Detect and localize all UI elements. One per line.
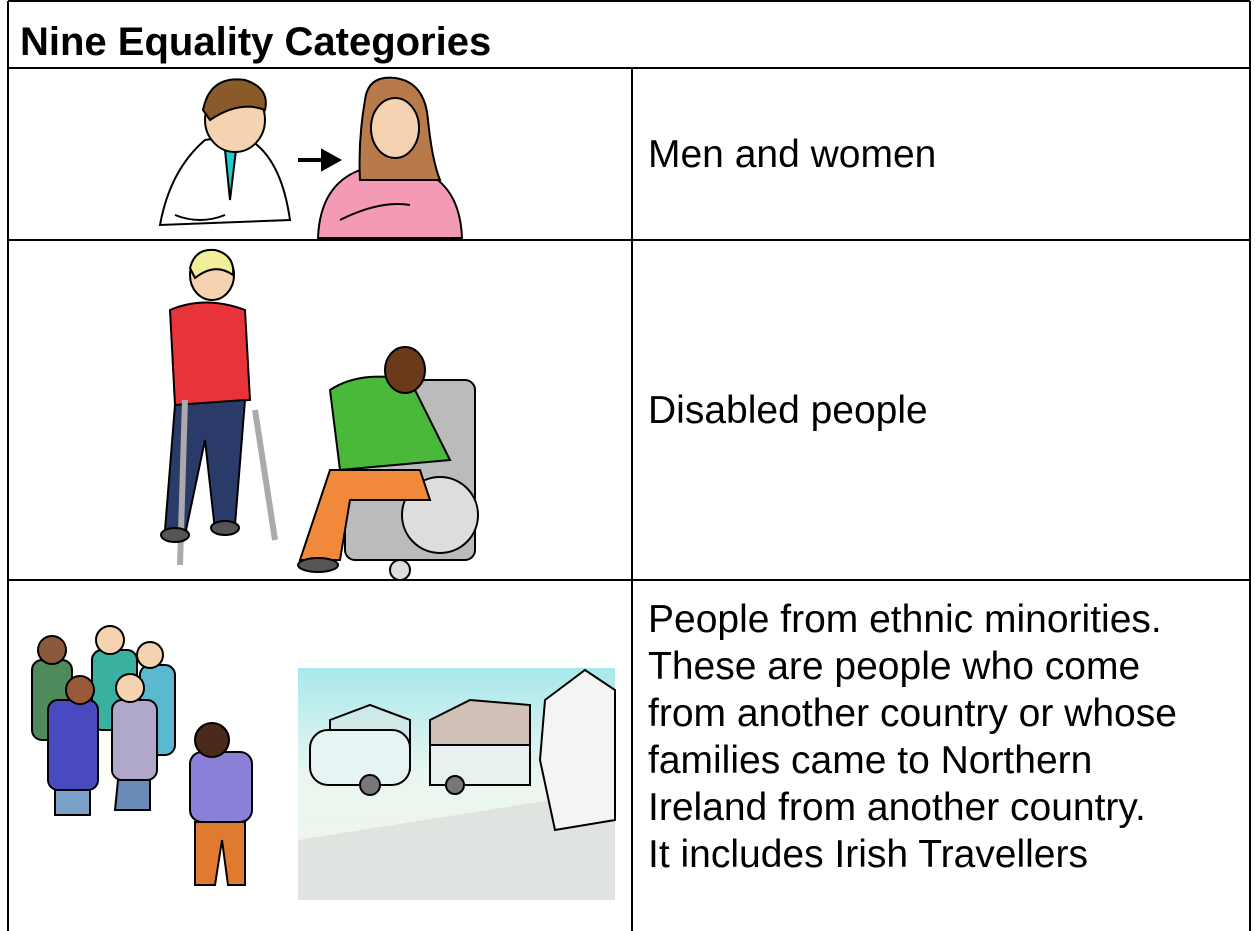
cell-text: These are people who come (648, 645, 1140, 688)
cell-text: families came to Northern (648, 739, 1092, 782)
illustration-ethnic-minorities (32, 626, 615, 900)
illustration-men-women (160, 78, 462, 238)
cell-text: Ireland from another country. (648, 786, 1146, 829)
cell-text: People from ethnic minorities. (648, 598, 1162, 641)
document-table: Nine Equality Categories (0, 0, 1255, 931)
table-cells: Men and women Disabled people People from … (648, 133, 1177, 876)
cell-text: Men and women (648, 133, 936, 176)
cell-text: Disabled people (648, 389, 928, 432)
illustration-disabled-people (161, 250, 478, 580)
cell-text: It includes Irish Travellers (648, 833, 1088, 876)
page: Nine Equality Categories (0, 0, 1255, 931)
table-title: Nine Equality Categories (20, 20, 491, 64)
cell-text: from another country or whose (648, 692, 1177, 735)
